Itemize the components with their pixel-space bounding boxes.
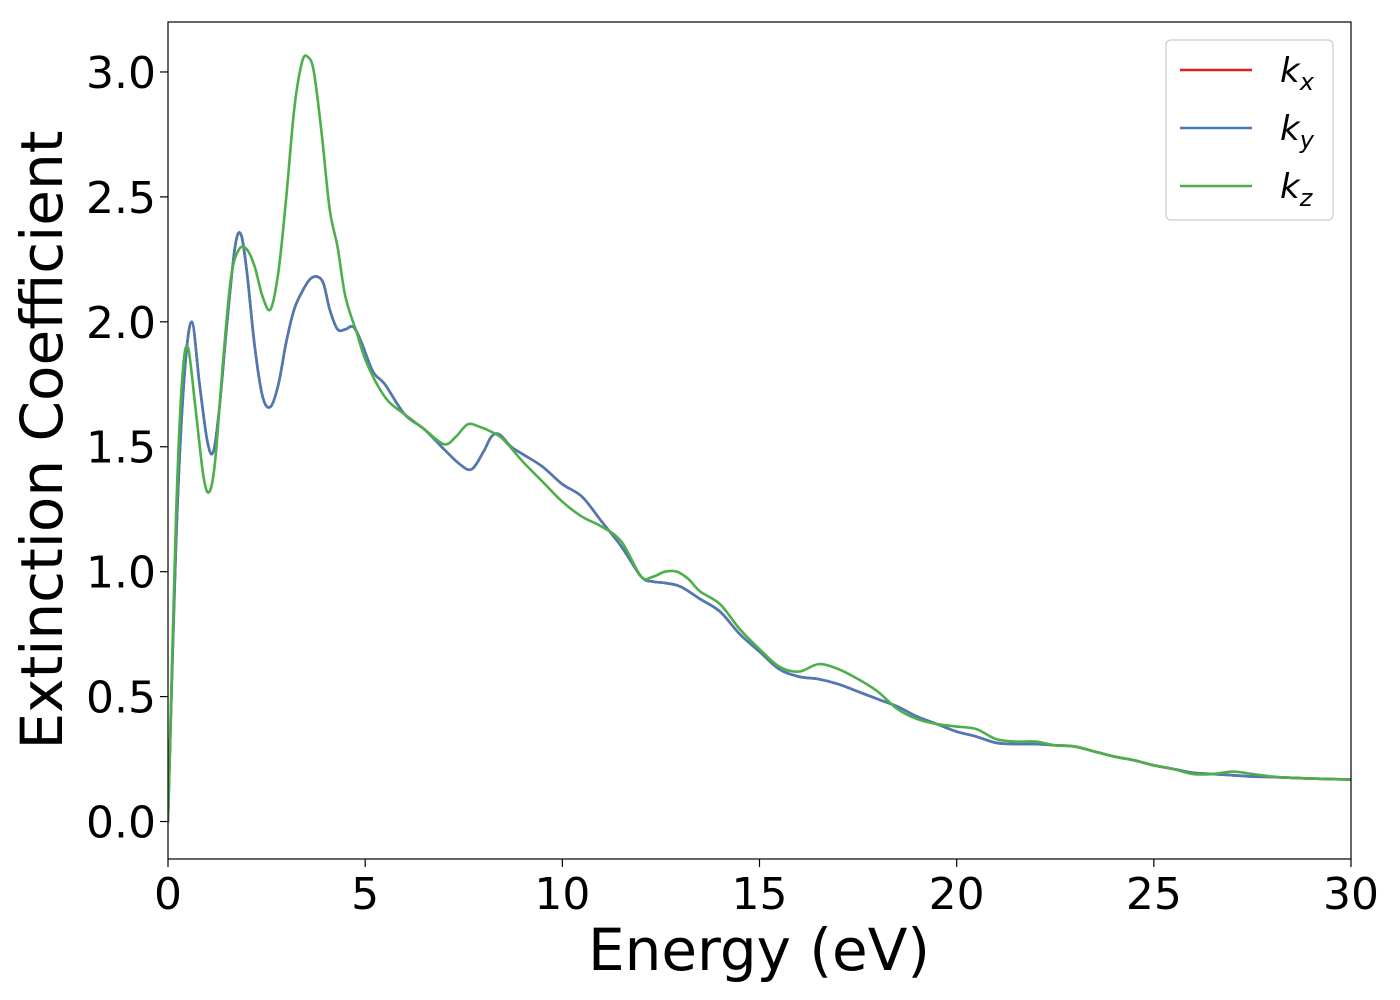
series-layer <box>168 54 1351 823</box>
y-tick-label: 1.5 <box>86 423 156 474</box>
y-axis-label: Extinction Coefficient <box>8 131 76 750</box>
x-axis-ticks: 0 5 10 15 20 25 30 <box>154 859 1379 920</box>
x-tick-label: 10 <box>534 869 590 920</box>
series-line-y <box>168 231 1351 823</box>
series-line-z <box>168 54 1351 823</box>
x-tick-label: 25 <box>1126 869 1182 920</box>
x-tick-label: 30 <box>1323 869 1379 920</box>
y-tick-label: 0.0 <box>86 798 156 849</box>
legend-label-x: kx <box>1280 51 1315 96</box>
y-tick-label: 1.0 <box>86 548 156 599</box>
legend-label-z: kz <box>1280 167 1314 212</box>
x-axis-label: Energy (eV) <box>588 916 930 984</box>
y-tick-label: 2.5 <box>86 173 156 224</box>
legend-label-y: ky <box>1280 109 1315 154</box>
legend: kx ky kz <box>1165 39 1334 221</box>
y-axis-ticks: 0.0 0.5 1.0 1.5 2.0 2.5 3.0 <box>86 48 168 849</box>
x-tick-label: 20 <box>929 869 985 920</box>
y-tick-label: 3.0 <box>86 48 156 99</box>
series-line-x <box>168 231 1351 823</box>
y-tick-label: 2.0 <box>86 298 156 349</box>
x-tick-label: 5 <box>351 869 379 920</box>
y-tick-label: 0.5 <box>86 673 156 724</box>
legend-frame <box>1165 39 1334 221</box>
x-tick-label: 0 <box>154 869 182 920</box>
x-tick-label: 15 <box>732 869 788 920</box>
